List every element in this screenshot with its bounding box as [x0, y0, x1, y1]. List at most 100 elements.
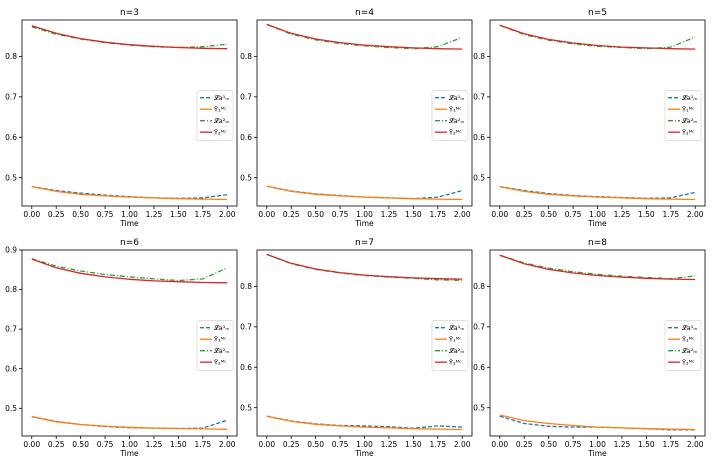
plot-frame — [21, 19, 238, 207]
panel-title: n=5 — [588, 8, 607, 18]
series-line-3 — [266, 253, 463, 281]
x-tick-label: 0.25 — [516, 440, 533, 449]
legend-label: Ȳ₂ᴹᶜ — [681, 357, 695, 366]
x-tick-label: 0.25 — [283, 440, 300, 449]
x-tick-label: 1.25 — [381, 210, 398, 219]
y-tick-label: 0.6 — [473, 363, 485, 372]
legend-label: Ȳ₁ᴹᶜ — [681, 104, 695, 113]
x-tick-label: 0.75 — [97, 440, 114, 449]
x-tick-label: 1.25 — [614, 210, 631, 219]
x-tick-label: 0.00 — [23, 210, 40, 219]
y-tick-label: 0.6 — [240, 363, 252, 372]
plot-frame — [256, 19, 473, 207]
x-tick-label: 2.00 — [687, 440, 704, 449]
plot-frame — [21, 249, 238, 437]
x-tick-label: 1.75 — [662, 440, 679, 449]
legend-label: Ȳ₂ᴹᶜ — [213, 127, 227, 136]
series-line-1 — [499, 415, 696, 431]
x-tick-label: 0.25 — [48, 440, 65, 449]
series-line-2 — [499, 414, 696, 431]
series-line-3 — [499, 254, 696, 280]
series-line-3 — [31, 26, 228, 49]
x-tick-label: 1.50 — [638, 210, 655, 219]
x-tick-label: 0.50 — [307, 210, 324, 219]
x-tick-label: 0.00 — [258, 210, 275, 219]
series-line-2 — [31, 415, 228, 430]
y-tick-label: 0.5 — [5, 404, 17, 413]
plot-frame — [489, 249, 706, 437]
x-tick-label: 1.00 — [589, 440, 606, 449]
x-tick-label: 0.50 — [72, 210, 89, 219]
y-tick-label: 0.7 — [240, 92, 252, 101]
x-axis-label: Time — [587, 219, 607, 228]
legend-label: 𝓛a¹ₘ — [449, 94, 464, 102]
y-tick-label: 0.5 — [240, 173, 252, 182]
x-tick-label: 2.00 — [687, 210, 704, 219]
x-tick-label: 1.50 — [170, 440, 187, 449]
legend-label: Ȳ₂ᴹᶜ — [213, 357, 227, 366]
y-tick-label: 0.8 — [473, 52, 485, 61]
x-tick-label: 1.50 — [405, 440, 422, 449]
x-tick-label: 0.75 — [565, 210, 582, 219]
x-axis-label: Time — [587, 449, 607, 458]
x-tick-label: 0.00 — [23, 440, 40, 449]
legend-label: 𝓛a²ₘ — [214, 117, 229, 125]
x-tick-label: 1.25 — [614, 440, 631, 449]
panel-1: n=3 0.5 0.6 0.7 0.8 0.00 0.25 0.50 0.75 1.00 1.25 1… — [5, 8, 238, 228]
panel-title: n=7 — [355, 238, 374, 248]
legend-label: 𝓛a¹ₘ — [449, 324, 464, 332]
panel-title: n=3 — [120, 8, 139, 18]
x-tick-label: 0.50 — [307, 440, 324, 449]
series-line-4 — [499, 24, 696, 50]
x-tick-label: 1.75 — [194, 210, 211, 219]
legend-box — [664, 320, 702, 371]
y-tick-label: 0.5 — [473, 403, 485, 412]
legend-label: 𝓛a²ₘ — [682, 117, 697, 125]
x-axis-label: Time — [354, 449, 374, 458]
y-tick-label: 0.6 — [473, 133, 485, 142]
y-tick-label: 0.5 — [473, 173, 485, 182]
y-tick-label: 0.5 — [240, 403, 252, 412]
y-tick-label: 0.6 — [5, 364, 17, 373]
x-tick-label: 0.00 — [258, 440, 275, 449]
panel-3: n=5 0.5 0.6 0.7 0.8 0.00 0.25 0.50 0.75 1.00 1.25 1… — [473, 8, 706, 228]
legend-label: 𝓛a²ₘ — [214, 347, 229, 355]
y-tick-label: 0.8 — [473, 282, 485, 291]
x-tick-label: 1.75 — [429, 210, 446, 219]
y-tick-label: 0.7 — [473, 92, 485, 101]
series-line-3 — [266, 23, 463, 50]
legend-label: 𝓛a²ₘ — [682, 347, 697, 355]
series-line-3 — [499, 24, 696, 50]
x-tick-label: 0.75 — [565, 440, 582, 449]
x-tick-label: 0.25 — [48, 210, 65, 219]
plot-frame — [489, 19, 706, 207]
legend-label: Ȳ₁ᴹᶜ — [213, 104, 227, 113]
legend-label: Ȳ₁ᴹᶜ — [448, 104, 462, 113]
x-tick-label: 1.00 — [589, 210, 606, 219]
y-tick-label: 0.8 — [5, 285, 17, 294]
series-line-2 — [499, 185, 696, 201]
legend-label: Ȳ₁ᴹᶜ — [681, 334, 695, 343]
legend-label: 𝓛a¹ₘ — [682, 324, 697, 332]
panel-title: n=6 — [120, 238, 139, 248]
x-tick-label: 0.50 — [540, 440, 557, 449]
series-line-4 — [266, 23, 463, 50]
legend-box — [196, 90, 234, 141]
series-line-2 — [266, 185, 463, 201]
legend-box — [431, 90, 469, 141]
x-tick-label: 0.25 — [516, 210, 533, 219]
y-tick-label: 0.9 — [5, 246, 17, 255]
x-tick-label: 1.00 — [121, 440, 138, 449]
y-tick-label: 0.6 — [5, 133, 17, 142]
x-tick-label: 0.00 — [491, 440, 508, 449]
legend-label: Ȳ₁ᴹᶜ — [448, 334, 462, 343]
legend-label: Ȳ₂ᴹᶜ — [681, 127, 695, 136]
x-tick-label: 2.00 — [454, 440, 471, 449]
y-tick-label: 0.8 — [240, 282, 252, 291]
legend-box — [196, 320, 234, 371]
y-tick-label: 0.8 — [240, 52, 252, 61]
x-tick-label: 2.00 — [219, 210, 236, 219]
x-tick-label: 1.25 — [146, 210, 163, 219]
x-tick-label: 2.00 — [219, 440, 236, 449]
